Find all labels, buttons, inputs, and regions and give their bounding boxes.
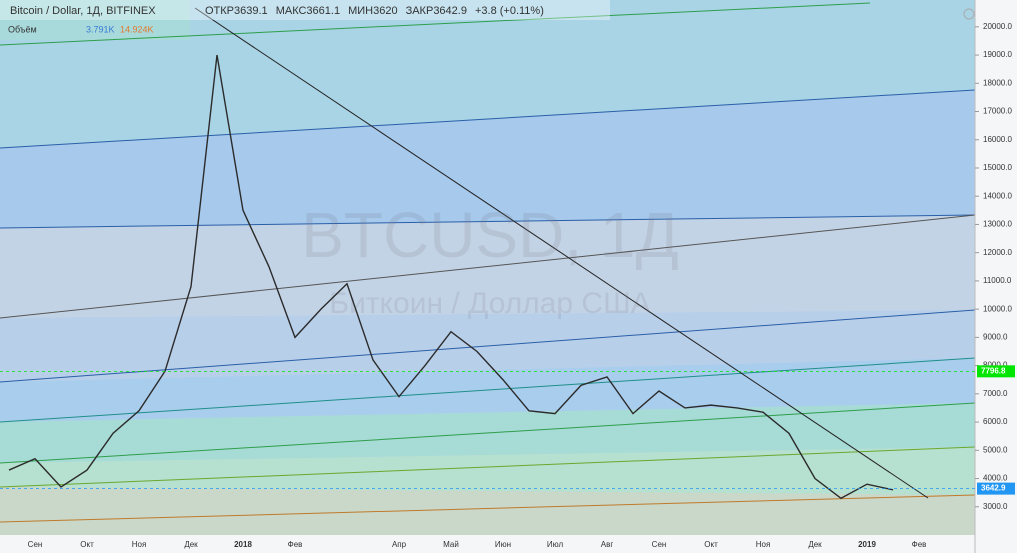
price-label: 7796.8 (981, 366, 1006, 375)
band (0, 0, 190, 40)
x-tick-label: Авг (601, 540, 614, 549)
price-line (8, 54, 894, 500)
fan-line (0, 309, 976, 383)
volume-value: 3.791K (86, 24, 115, 34)
x-tick-label: Окт (704, 540, 718, 549)
band (0, 487, 975, 535)
fan-line (0, 446, 976, 488)
band (0, 447, 975, 495)
x-tick-label: Фев (288, 540, 303, 549)
y-tick-label: 6000.0 (983, 417, 1008, 426)
y-tick-label: 4000.0 (983, 474, 1008, 483)
x-tick-label: Дек (184, 540, 198, 549)
fan-line (0, 89, 976, 149)
x-tick-label: Сен (652, 540, 667, 549)
y-tick-label: 8000.0 (983, 361, 1008, 370)
ohlc: ОТКР3639.1 МАКС3661.1 МИН3620 ЗАКР3642.9 (205, 5, 467, 17)
ohlc-value: 3661.1 (306, 5, 340, 17)
ohlc-item: ЗАКР3642.9 (406, 5, 467, 17)
x-tick-label: Май (443, 540, 459, 549)
ohlc-label: ЗАКР (406, 5, 434, 17)
ohlc-value: 3620 (373, 5, 397, 17)
x-tick-label: 2018 (234, 540, 252, 549)
header-bg (0, 0, 610, 20)
ohlc-item: МИН3620 (348, 5, 398, 17)
y-tick-label: 5000.0 (983, 445, 1008, 454)
ohlc-item: ОТКР3639.1 (205, 5, 268, 17)
x-tick-label: Ноя (132, 540, 147, 549)
y-tick-label: 10000.0 (983, 304, 1012, 313)
fan-lines (0, 2, 976, 523)
ohlc-item: МАКС3661.1 (276, 5, 340, 17)
y-tick-label: 9000.0 (983, 332, 1008, 341)
band (0, 0, 975, 148)
x-tick-label: Окт (80, 540, 94, 549)
fan-line (0, 357, 976, 423)
y-tick-label: 15000.0 (983, 163, 1012, 172)
x-tick-label: Ноя (756, 540, 771, 549)
x-tick-label: Июл (547, 540, 564, 549)
price-label-bg (977, 365, 1015, 378)
y-tick-label: 19000.0 (983, 50, 1012, 59)
x-tick-label: Апр (392, 540, 407, 549)
y-tick-label: 3000.0 (983, 502, 1008, 511)
y-tick-label: 14000.0 (983, 191, 1012, 200)
price-label: 3642.9 (981, 484, 1006, 493)
y-tick-label: 18000.0 (983, 78, 1012, 87)
change: +3.8 (+0.11%) (475, 5, 544, 17)
price-label-bg (977, 482, 1015, 495)
ohlc-value: 3639.1 (234, 5, 268, 17)
fan-line (0, 402, 976, 464)
fan-line (0, 2, 871, 46)
fan-line (0, 494, 976, 523)
y-tick-label: 7000.0 (983, 389, 1008, 398)
y-tick-label: 13000.0 (983, 220, 1012, 229)
band (0, 90, 975, 228)
ohlc-value: 3642.9 (433, 5, 467, 17)
ohlc-label: МИН (348, 5, 373, 17)
fan-line (0, 214, 976, 319)
settings-icon[interactable] (963, 8, 975, 20)
watermark-subtitle: Биткоин / Доллар США (329, 287, 650, 320)
fan-line (0, 214, 976, 229)
y-tick-label: 20000.0 (983, 22, 1012, 31)
x-tick-label: 2019 (858, 540, 876, 549)
x-axis-bg (0, 535, 975, 553)
x-tick-label: Сен (28, 540, 43, 549)
volume-label: Объём (8, 24, 37, 34)
ohlc-label: МАКС (276, 5, 307, 17)
y-tick-label: 16000.0 (983, 135, 1012, 144)
chart-title: Bitcoin / Dollar, 1Д, BITFINEX (10, 5, 156, 17)
y-tick-label: 17000.0 (983, 107, 1012, 116)
trend-line (194, 7, 929, 499)
y-axis-bg (975, 0, 1017, 553)
ohlc-label: ОТКР (205, 5, 234, 17)
y-tick-label: 12000.0 (983, 248, 1012, 257)
volume-value: 14.924K (120, 24, 154, 34)
x-tick-label: Июн (495, 540, 511, 549)
watermark: BTCUSD, 1Д (301, 199, 679, 271)
y-tick-label: 11000.0 (983, 276, 1012, 285)
x-tick-label: Фев (912, 540, 927, 549)
x-tick-label: Дек (808, 540, 822, 549)
